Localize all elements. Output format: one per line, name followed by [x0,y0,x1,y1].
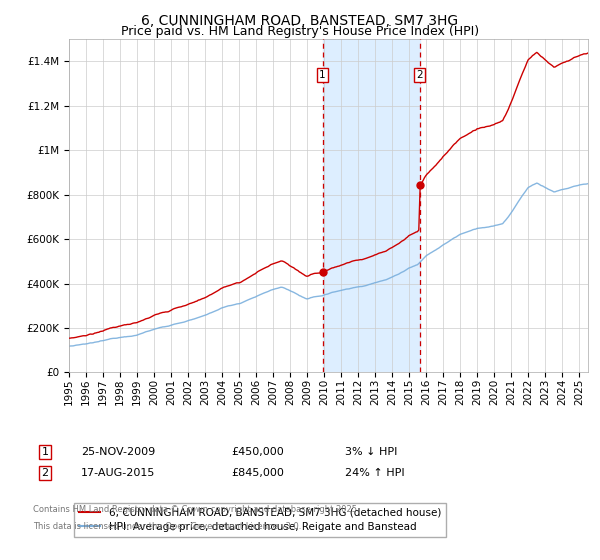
Text: 2: 2 [41,468,49,478]
Text: £845,000: £845,000 [231,468,284,478]
Text: 17-AUG-2015: 17-AUG-2015 [81,468,155,478]
Text: Contains HM Land Registry data © Crown copyright and database right 2025.: Contains HM Land Registry data © Crown c… [33,505,359,514]
Bar [323,39,420,372]
Text: £450,000: £450,000 [231,447,284,457]
Text: 3% ↓ HPI: 3% ↓ HPI [345,447,397,457]
Text: 1: 1 [41,447,49,457]
Text: This data is licensed under the Open Government Licence v3.0.: This data is licensed under the Open Gov… [33,522,301,531]
Text: 6, CUNNINGHAM ROAD, BANSTEAD, SM7 3HG: 6, CUNNINGHAM ROAD, BANSTEAD, SM7 3HG [142,14,458,28]
Text: 24% ↑ HPI: 24% ↑ HPI [345,468,404,478]
Text: Price paid vs. HM Land Registry's House Price Index (HPI): Price paid vs. HM Land Registry's House … [121,25,479,38]
Text: 1: 1 [319,70,326,80]
Legend: 6, CUNNINGHAM ROAD, BANSTEAD, SM7 3HG (detached house), HPI: Average price, deta: 6, CUNNINGHAM ROAD, BANSTEAD, SM7 3HG (d… [74,502,446,537]
Text: 2: 2 [416,70,423,80]
Text: 25-NOV-2009: 25-NOV-2009 [81,447,155,457]
